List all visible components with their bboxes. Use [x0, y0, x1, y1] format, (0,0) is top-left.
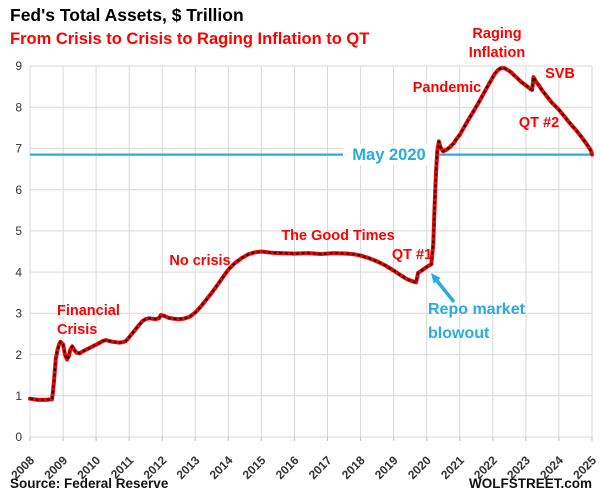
reference-label: May 2020	[352, 146, 425, 164]
x-tick-label: 2017	[306, 453, 335, 482]
asset-series-dashes	[29, 67, 594, 401]
annotation-no-crisis: No crisis	[169, 253, 230, 269]
annotation-pandemic: Pandemic	[413, 80, 482, 96]
annotation-the-good-times: The Good Times	[281, 228, 394, 244]
annotation-line: Raging	[472, 26, 521, 42]
annotation-line: QT #1	[392, 247, 432, 263]
x-tick-label: 2019	[372, 453, 401, 482]
y-tick-label: 9	[15, 59, 22, 73]
source-credit: Source: Federal Reserve	[10, 476, 169, 491]
x-tick-label: 2021	[438, 453, 467, 482]
annotation-line: The Good Times	[281, 228, 394, 244]
y-tick-label: 5	[15, 224, 22, 238]
annotation-line: SVB	[545, 66, 575, 82]
y-tick-label: 6	[15, 183, 22, 197]
annotation-financial-crisis: Financial Crisis	[57, 303, 120, 338]
annotation-line: Pandemic	[413, 80, 482, 96]
annotation-line: blowout	[428, 325, 490, 342]
y-tick-label: 8	[15, 100, 22, 114]
x-tick-label: 2020	[405, 453, 434, 482]
y-tick-label: 1	[15, 389, 22, 403]
annotation-line: Crisis	[57, 322, 97, 338]
annotation-qt-2: QT #2	[519, 115, 559, 131]
y-tick-label: 7	[15, 142, 22, 156]
annotation-repo-market-blowout: Repo market blowout	[428, 301, 526, 342]
annotation-line: No crisis	[169, 253, 230, 269]
x-tick-label: 2018	[339, 453, 368, 482]
y-tick-label: 4	[15, 265, 22, 279]
reference-label-mask	[343, 144, 436, 166]
y-tick-label: 3	[15, 307, 22, 321]
annotation-line: Repo market	[428, 301, 526, 318]
annotation-qt-1: QT #1	[392, 247, 432, 263]
annotation-svb: SVB	[545, 66, 575, 82]
repo-arrow-head	[431, 273, 441, 284]
chart-subtitle: From Crisis to Crisis to Raging Inflatio…	[10, 30, 370, 48]
x-tick-label: 2016	[273, 453, 302, 482]
x-tick-label: 2015	[240, 453, 269, 482]
annotation-line: Inflation	[469, 45, 525, 61]
x-tick-label: 2013	[174, 453, 203, 482]
brand-credit: WOLFSTREET.com	[468, 476, 592, 491]
x-tick-label: 2014	[207, 453, 236, 482]
annotation-line: Financial	[57, 303, 120, 319]
annotation-raging-inflation: Raging Inflation	[469, 26, 525, 61]
y-tick-label: 2	[15, 348, 22, 362]
annotation-line: QT #2	[519, 115, 559, 131]
chart-title: Fed's Total Assets, $ Trillion	[10, 5, 244, 25]
y-tick-label: 0	[15, 430, 22, 444]
repo-arrow-shaft	[432, 275, 456, 304]
